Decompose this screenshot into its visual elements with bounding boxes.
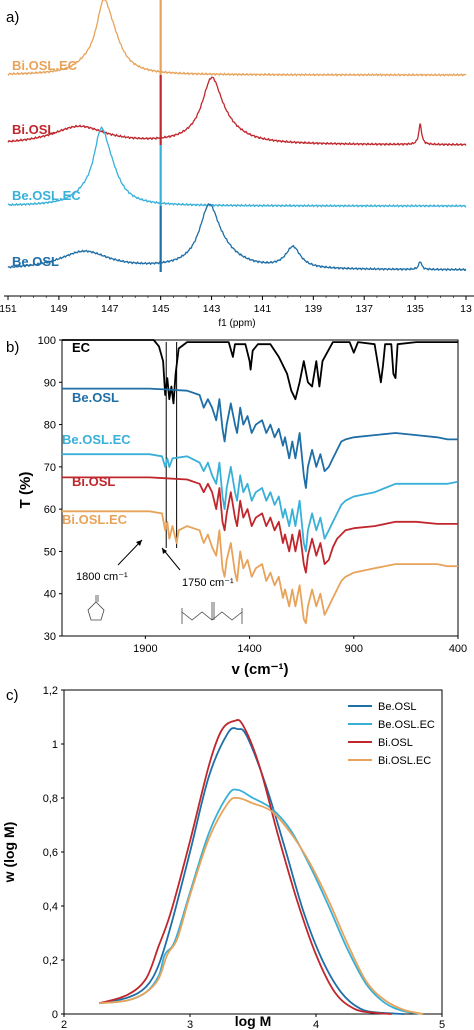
ftir-y-ticks: 30 40 50 60 70 80 90 100 [38, 335, 62, 643]
ftir-y-tick-label: 70 [44, 462, 56, 474]
ftir-label-bi-osl-ec: Bi.OSL.EC [62, 512, 128, 527]
ftir-x-tick-label: 900 [345, 643, 363, 655]
ftir-y-tick-label: 30 [44, 631, 56, 643]
legend-label-bi-osl-ec: Bi.OSL.EC [378, 755, 431, 767]
mwd-x-ticks: 2 3 4 5 [61, 1014, 445, 1030]
nmr-x-tick-label: 143 [203, 303, 221, 315]
ftir-trace-bi-osl-ec [62, 510, 458, 625]
ftir-label-ec: EC [72, 340, 91, 355]
nmr-x-tick-label: 141 [254, 303, 272, 315]
nmr-trace-bi-osl-ec [7, 0, 467, 77]
mwd-y-tick-label: 0,2 [43, 955, 58, 967]
nmr-x-axis-label: f1 (ppm) [218, 318, 255, 329]
panel-b-letter: b) [6, 339, 19, 356]
ftir-x-axis-label: v (cm⁻¹) [231, 661, 288, 678]
annotation-1800: 1800 cm⁻¹ [76, 571, 128, 583]
linear-carbonate-structure-icon [181, 602, 243, 624]
ftir-y-tick-label: 50 [44, 546, 56, 558]
panel-c-mwd: c) 0 0,2 0,4 0,6 0,8 1 1,2 2 3 4 5 Be.OSL Be.OSL.E… [1, 685, 445, 1030]
mwd-y-tick-label: 1 [52, 739, 58, 751]
nmr-trace-be-osl-ec [7, 126, 467, 208]
legend-label-be-osl-ec: Be.OSL.EC [378, 719, 435, 731]
ftir-trace-ec [62, 339, 458, 405]
annotation-1800-arrow [117, 539, 143, 566]
mwd-x-tick-label: 2 [61, 1019, 67, 1030]
nmr-x-tick-label: 149 [50, 303, 68, 315]
panel-c-letter: c) [6, 687, 19, 704]
nmr-label-be-osl-ec: Be.OSL.EC [12, 188, 81, 203]
ftir-x-tick-label: 400 [449, 643, 467, 655]
nmr-x-tick-label: 145 [152, 303, 170, 315]
ftir-label-bi-osl: Bi.OSL [72, 474, 115, 489]
mwd-x-tick-label: 3 [187, 1019, 193, 1030]
annotation-1800-arrowhead [136, 540, 142, 546]
ftir-annotations: 1800 cm⁻¹ 1750 cm⁻¹ [76, 539, 243, 624]
ftir-label-be-osl: Be.OSL [72, 390, 119, 405]
ftir-trace-bi-osl [62, 476, 458, 574]
mwd-x-axis-label: log M [235, 1013, 272, 1029]
annotation-1750-arrowhead [162, 548, 167, 554]
nmr-x-tick-label: 13 [460, 303, 472, 315]
nmr-label-bi-osl: Bi.OSL [12, 122, 55, 137]
ftir-x-ticks: 1900 1400 900 400 [133, 636, 467, 655]
mwd-y-tick-label: 0 [52, 1009, 58, 1021]
mwd-trace-bi-osl [99, 719, 392, 1015]
nmr-trace-be-osl [7, 202, 467, 272]
mwd-trace-be-osl [99, 727, 405, 1015]
ftir-y-tick-label: 100 [38, 335, 56, 347]
nmr-x-ticks: 151 149 147 145 143 141 139 137 135 13 [0, 296, 472, 315]
nmr-label-bi-osl-ec: Bi.OSL.EC [12, 58, 78, 73]
ftir-y-tick-label: 40 [44, 589, 56, 601]
legend-label-be-osl: Be.OSL [378, 701, 417, 713]
mwd-traces [99, 719, 424, 1015]
mwd-y-axis-label: w (log M) [1, 822, 17, 884]
ftir-x-tick-label: 1900 [133, 643, 157, 655]
nmr-trace-bi-osl [7, 76, 467, 147]
ftir-marker-lines [165, 342, 178, 548]
mwd-trace-be-osl-ec [99, 788, 424, 1015]
ftir-x-tick-label: 1400 [237, 643, 261, 655]
nmr-x-tick-label: 147 [101, 303, 119, 315]
mwd-y-ticks: 0 0,2 0,4 0,6 0,8 1 1,2 [43, 685, 64, 1021]
ftir-y-tick-label: 60 [44, 504, 56, 516]
ftir-label-be-osl-ec: Be.OSL.EC [62, 432, 131, 447]
nmr-label-be-osl: Be.OSL [12, 254, 59, 269]
ftir-y-tick-label: 80 [44, 420, 56, 432]
mwd-legend: Be.OSL Be.OSL.EC Bi.OSL Bi.OSL.EC [348, 701, 435, 767]
nmr-series-labels: Bi.OSL.EC Bi.OSL Be.OSL.EC Be.OSL [12, 58, 81, 269]
nmr-x-tick-label: 139 [305, 303, 323, 315]
nmr-x-tick-label: 137 [355, 303, 373, 315]
panel-a-nmr: a) Bi.OSL.EC Bi.OSL Be.OSL.EC Be.OSL 151 149… [0, 0, 474, 329]
ftir-plot-frame [61, 339, 459, 637]
panel-a-letter: a) [6, 9, 19, 26]
nmr-traces [7, 0, 467, 272]
annotation-1750: 1750 cm⁻¹ [182, 577, 234, 589]
nmr-x-tick-label: 135 [406, 303, 424, 315]
ftir-y-axis-label: T (%) [17, 472, 34, 509]
mwd-x-tick-label: 4 [313, 1019, 319, 1030]
panel-b-ftir: b) EC Be.OSL Be.OSL.EC Bi.OSL Bi.OSL.EC 30 40… [6, 335, 467, 678]
ftir-series-labels: EC Be.OSL Be.OSL.EC Bi.OSL Bi.OSL.EC [62, 340, 131, 527]
ftir-trace-be-osl [62, 387, 458, 489]
mwd-y-tick-label: 0,4 [43, 901, 58, 913]
nmr-x-tick-label: 151 [0, 303, 17, 315]
mwd-trace-bi-osl-ec [99, 796, 424, 1015]
mwd-x-tick-label: 5 [439, 1019, 445, 1030]
ftir-y-tick-label: 90 [44, 377, 56, 389]
mwd-y-tick-label: 1,2 [43, 685, 58, 697]
legend-label-bi-osl: Bi.OSL [378, 737, 413, 749]
mwd-y-tick-label: 0,6 [43, 847, 58, 859]
mwd-y-tick-label: 0,8 [43, 793, 58, 805]
ftir-traces [62, 339, 459, 625]
ethylene-carbonate-structure-icon [87, 595, 105, 621]
ftir-trace-be-osl-ec [62, 453, 459, 553]
